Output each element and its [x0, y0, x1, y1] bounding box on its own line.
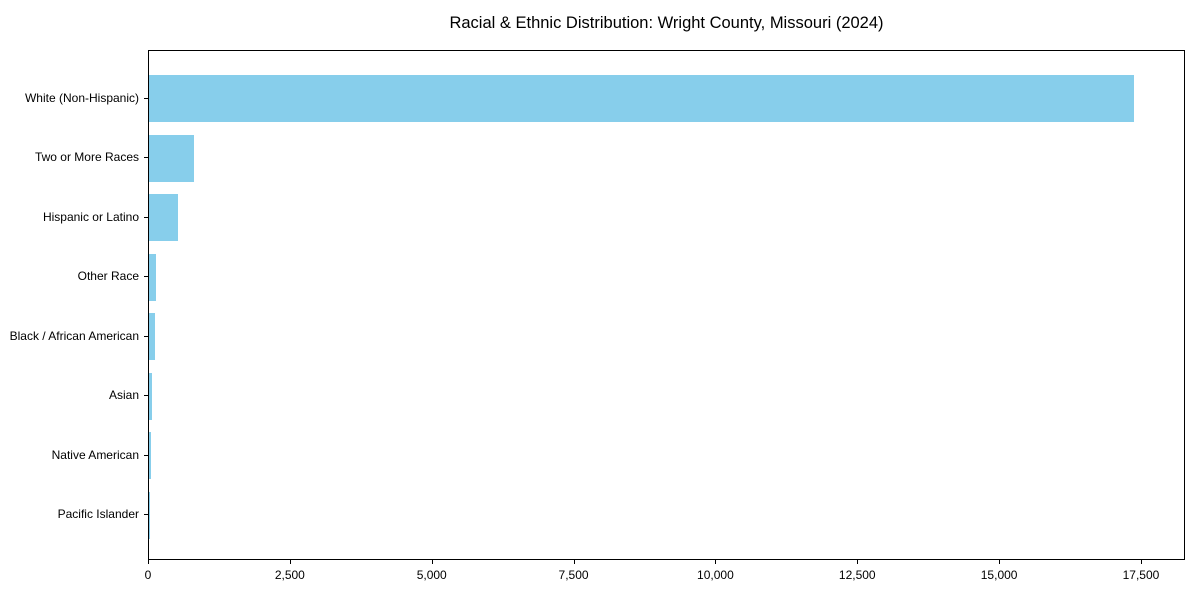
x-tick-mark	[148, 560, 149, 564]
y-tick-mark	[144, 514, 148, 515]
bar-pacific-islander	[149, 491, 150, 539]
y-tick-mark	[144, 454, 148, 456]
y-tick-mark	[144, 157, 148, 158]
x-tick-mark	[1140, 560, 1142, 564]
x-tick-mark	[999, 560, 1001, 564]
bar-white-non-hispanic	[149, 75, 1135, 122]
plot-area	[148, 50, 1185, 560]
x-tick-mark	[715, 560, 717, 564]
y-axis-label-white-non-hispanic: White (Non-Hispanic)	[24, 90, 139, 105]
y-axis-label-other-race: Other Race	[77, 269, 139, 283]
y-axis-label-native-american: Native American	[51, 447, 139, 462]
x-tick-label-10-000: 10,000	[697, 568, 734, 582]
x-tick-label-15-000: 15,000	[980, 568, 1018, 582]
x-tick-mark	[573, 560, 575, 564]
y-tick-mark	[144, 97, 148, 99]
x-tick-mark	[431, 560, 433, 564]
x-tick-label-2-500: 2,500	[274, 568, 305, 582]
y-axis-label-hispanic-or-latino: Hispanic or Latino	[42, 209, 139, 224]
y-tick-mark	[144, 216, 148, 218]
x-tick-label-17-500: 17,500	[1122, 568, 1160, 582]
y-axis-label-pacific-islander: Pacific Islander	[57, 507, 139, 521]
y-axis-label-asian: Asian	[108, 388, 139, 402]
y-axis-label-two-or-more-races: Two or More Races	[34, 150, 139, 164]
x-tick-label-0: 0	[144, 568, 152, 582]
y-tick-mark	[144, 395, 148, 396]
y-axis-label-black-african-american: Black / African American	[9, 328, 139, 343]
bar-black-african-american	[149, 313, 156, 360]
y-tick-mark	[144, 276, 148, 277]
bar-other-race	[149, 253, 157, 301]
y-tick-mark	[144, 335, 148, 337]
bar-asian	[149, 372, 153, 420]
x-tick-label-12-500: 12,500	[838, 568, 876, 582]
bar-hispanic-or-latino	[149, 194, 179, 241]
bar-native-american	[149, 432, 151, 479]
chart-title: Racial & Ethnic Distribution: Wright Cou…	[449, 14, 884, 32]
x-tick-label-5-000: 5,000	[416, 568, 447, 582]
bar-two-or-more-races	[149, 134, 195, 182]
x-tick-label-7-500: 7,500	[558, 568, 589, 582]
x-tick-mark	[289, 560, 291, 564]
x-tick-mark	[857, 560, 859, 564]
